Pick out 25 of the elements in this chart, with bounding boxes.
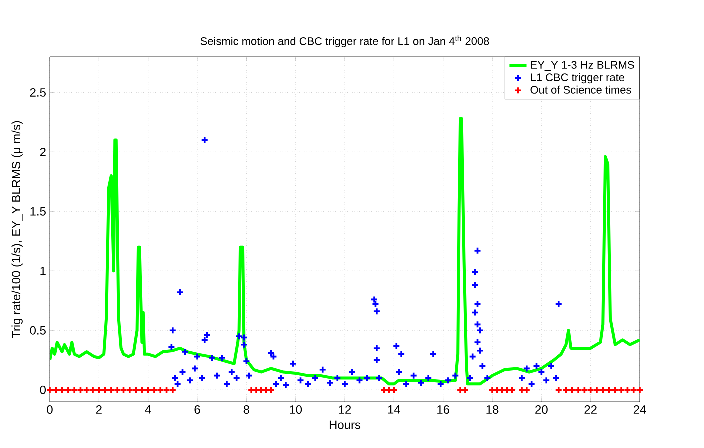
x-tick-label: 22 bbox=[584, 406, 597, 414]
x-tick-label: 0 bbox=[47, 406, 53, 414]
y-tick-label: 0.5 bbox=[30, 326, 46, 335]
y-tick-label: 1 bbox=[40, 267, 46, 276]
legend-label: L1 CBC trigger rate bbox=[531, 73, 625, 84]
legend-label: Out of Science times bbox=[530, 86, 632, 94]
y-tick-label: 2 bbox=[40, 148, 46, 156]
x-tick-label: 16 bbox=[438, 406, 450, 414]
x-tick-label: 4 bbox=[145, 406, 152, 414]
x-tick-label: 2 bbox=[96, 406, 102, 414]
legend-label: EY_Y 1-3 Hz BLRMS bbox=[531, 61, 634, 72]
x-tick-label: 24 bbox=[634, 406, 646, 414]
x-tick-label: 20 bbox=[536, 406, 548, 414]
y-tick-label: 0 bbox=[40, 386, 46, 394]
x-tick-label: 18 bbox=[486, 406, 499, 414]
x-tick-label: 14 bbox=[388, 406, 400, 414]
y-tick-label: 1.5 bbox=[30, 207, 46, 216]
chart-title: Seismic motion and CBC trigger rate for L1 on Jan 4$^{th}$ 2008 bbox=[200, 36, 490, 48]
x-axis-title: Hours bbox=[330, 420, 361, 430]
y-axis-title: Trig rate/100 (1/s), EY_Y BLRMS (μ m/s) bbox=[12, 121, 23, 338]
x-tick-label: 10 bbox=[290, 406, 302, 414]
x-tick-label: 8 bbox=[244, 406, 250, 414]
y-tick-label: 2.5 bbox=[30, 88, 46, 97]
x-tick-label: 12 bbox=[339, 406, 352, 414]
x-tick-label: 6 bbox=[194, 406, 200, 414]
